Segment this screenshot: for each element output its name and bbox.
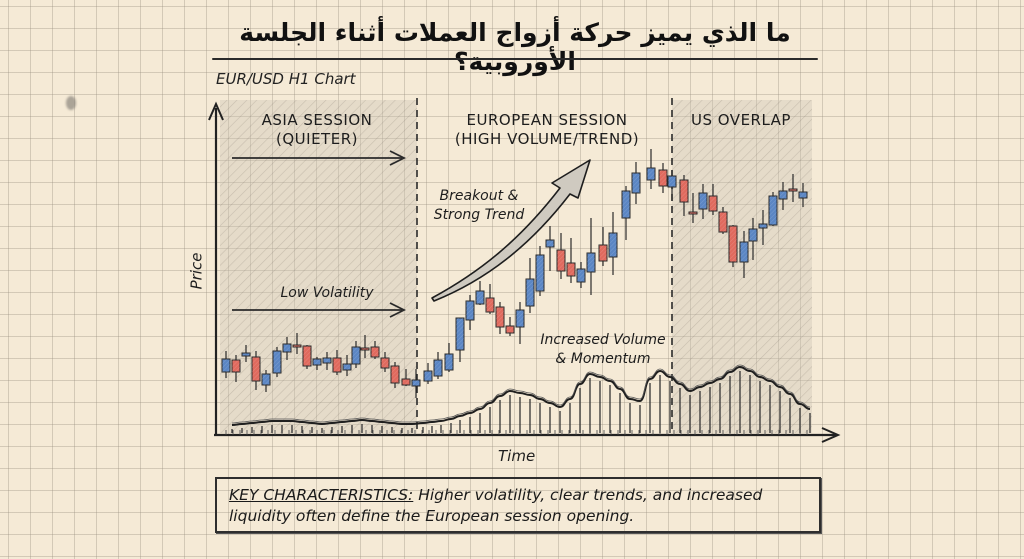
asia-session-subtitle: (QUIETER) xyxy=(276,130,358,148)
european-session-subtitle: (HIGH VOLUME/TREND) xyxy=(454,130,640,148)
chart-label: EUR/USD H1 Chart xyxy=(216,70,356,88)
page-title: ما الذي يميز حركة أزواج العملات أثناء ال… xyxy=(239,18,791,76)
breakout-label-line1: Breakout & xyxy=(439,188,519,204)
key-characteristics-text: KEY CHARACTERISTICS: Higher volatility, … xyxy=(229,485,809,527)
ink-stain xyxy=(66,96,76,110)
chart-axes xyxy=(208,101,841,443)
key-characteristics-box: KEY CHARACTERISTICS: Higher volatility, … xyxy=(215,477,821,533)
key-label: KEY CHARACTERISTICS: xyxy=(229,486,414,504)
asia-session-title: ASIA SESSION xyxy=(261,111,373,129)
low-volatility-label: Low Volatility xyxy=(280,285,374,301)
x-axis-label: Time xyxy=(498,447,536,465)
session-shading xyxy=(220,100,812,433)
volume-label-line2: & Momentum xyxy=(555,351,651,367)
breakout-label-line2: Strong Trend xyxy=(433,207,525,223)
candles xyxy=(221,149,808,398)
european-session-label: EUROPEAN SESSION (HIGH VOLUME/TREND) xyxy=(437,111,657,149)
breakout-label: Breakout & Strong Trend xyxy=(424,187,534,225)
asia-session-label: ASIA SESSION (QUIETER) xyxy=(232,111,402,149)
title-underline xyxy=(212,58,818,60)
volume-momentum-label: Increased Volume & Momentum xyxy=(538,331,668,369)
annotation-arrows xyxy=(232,150,591,318)
us-overlap-title: US OVERLAP xyxy=(691,111,791,129)
volume-label-line1: Increased Volume xyxy=(540,332,666,348)
key-body: Higher volatility, clear trends, and inc… xyxy=(229,486,763,525)
european-session-title: EUROPEAN SESSION xyxy=(466,111,628,129)
volume-bars xyxy=(231,364,811,433)
y-axis-label: Price xyxy=(187,252,206,290)
us-overlap-label: US OVERLAP xyxy=(676,111,806,130)
